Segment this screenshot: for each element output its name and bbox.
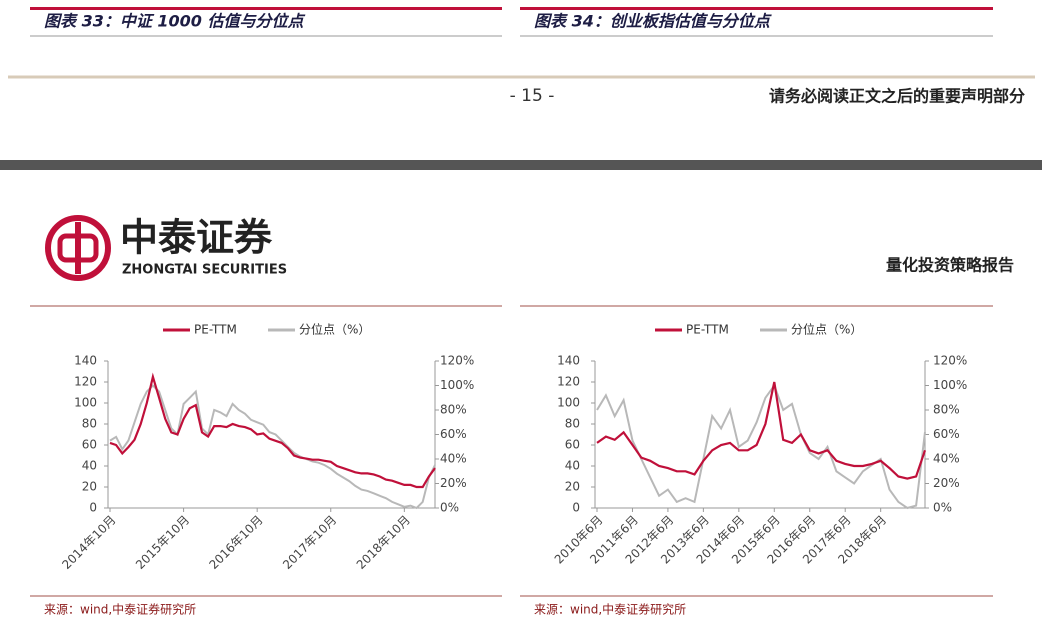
y2-tick-label: 80% (933, 403, 960, 417)
x-tick-label: 2014年10月 (59, 513, 118, 572)
y-tick-label: 80 (82, 417, 97, 431)
y2-tick-label: 120% (933, 354, 967, 368)
series-line (596, 381, 927, 480)
y2-tick-label: 100% (440, 378, 474, 392)
y-tick-label: 120 (557, 375, 580, 389)
y2-tick-label: 60% (440, 427, 467, 441)
disclaimer: 请务必阅读正文之后的重要声明部分 (769, 87, 1025, 106)
y-tick-label: 140 (74, 354, 97, 368)
y2-tick-label: 40% (440, 452, 467, 466)
page-number: - 15 - (510, 86, 555, 106)
heading-rule (30, 7, 502, 10)
y-tick-label: 80 (565, 417, 580, 431)
figure-title: 图表 33：中证 1000 估值与分位点 (44, 12, 306, 31)
figure-title: 图表 34：创业板指估值与分位点 (534, 12, 772, 31)
y2-tick-label: 0% (933, 501, 952, 515)
x-tick-label: 2017年10月 (280, 513, 339, 572)
y-tick-label: 20 (565, 480, 580, 494)
y-tick-label: 60 (565, 438, 580, 452)
y-tick-label: 120 (74, 375, 97, 389)
y-tick-label: 60 (82, 438, 97, 452)
logo (45, 215, 111, 281)
heading-rule (520, 7, 993, 10)
brand: 中泰证券 (120, 216, 273, 260)
y2-tick-label: 100% (933, 378, 967, 392)
source: 来源：wind,中泰证券研究所 (44, 602, 196, 617)
y2-tick-label: 80% (440, 403, 467, 417)
y-tick-label: 40 (565, 459, 580, 473)
y2-tick-label: 60% (933, 427, 960, 441)
brand-en: ZHONGTAI SECURITIES (122, 263, 287, 278)
y2-tick-label: 20% (440, 476, 467, 490)
x-tick-label: 2016年10月 (207, 513, 266, 572)
report-type: 量化投资策略报告 (886, 256, 1014, 275)
x-tick-label: 2015年10月 (133, 513, 192, 572)
series-line (109, 384, 436, 510)
y-tick-label: 140 (557, 354, 580, 368)
y2-tick-label: 120% (440, 354, 474, 368)
legend-label: PE-TTM (194, 323, 237, 337)
y2-tick-label: 0% (440, 501, 459, 515)
y2-tick-label: 40% (933, 452, 960, 466)
source: 来源：wind,中泰证券研究所 (534, 602, 686, 617)
y-tick-label: 0 (572, 501, 580, 515)
y-tick-label: 20 (82, 480, 97, 494)
legend-label: PE-TTM (686, 323, 729, 337)
legend-label: 分位点（%） (299, 322, 370, 337)
y-tick-label: 100 (557, 396, 580, 410)
legend-label: 分位点（%） (791, 322, 862, 337)
page-break (0, 160, 1042, 170)
y-tick-label: 40 (82, 459, 97, 473)
y-tick-label: 0 (89, 501, 97, 515)
x-tick-label: 2018年10月 (354, 513, 413, 572)
y2-tick-label: 20% (933, 476, 960, 490)
y-tick-label: 100 (74, 396, 97, 410)
series-line (596, 383, 926, 510)
series-line (109, 372, 436, 489)
